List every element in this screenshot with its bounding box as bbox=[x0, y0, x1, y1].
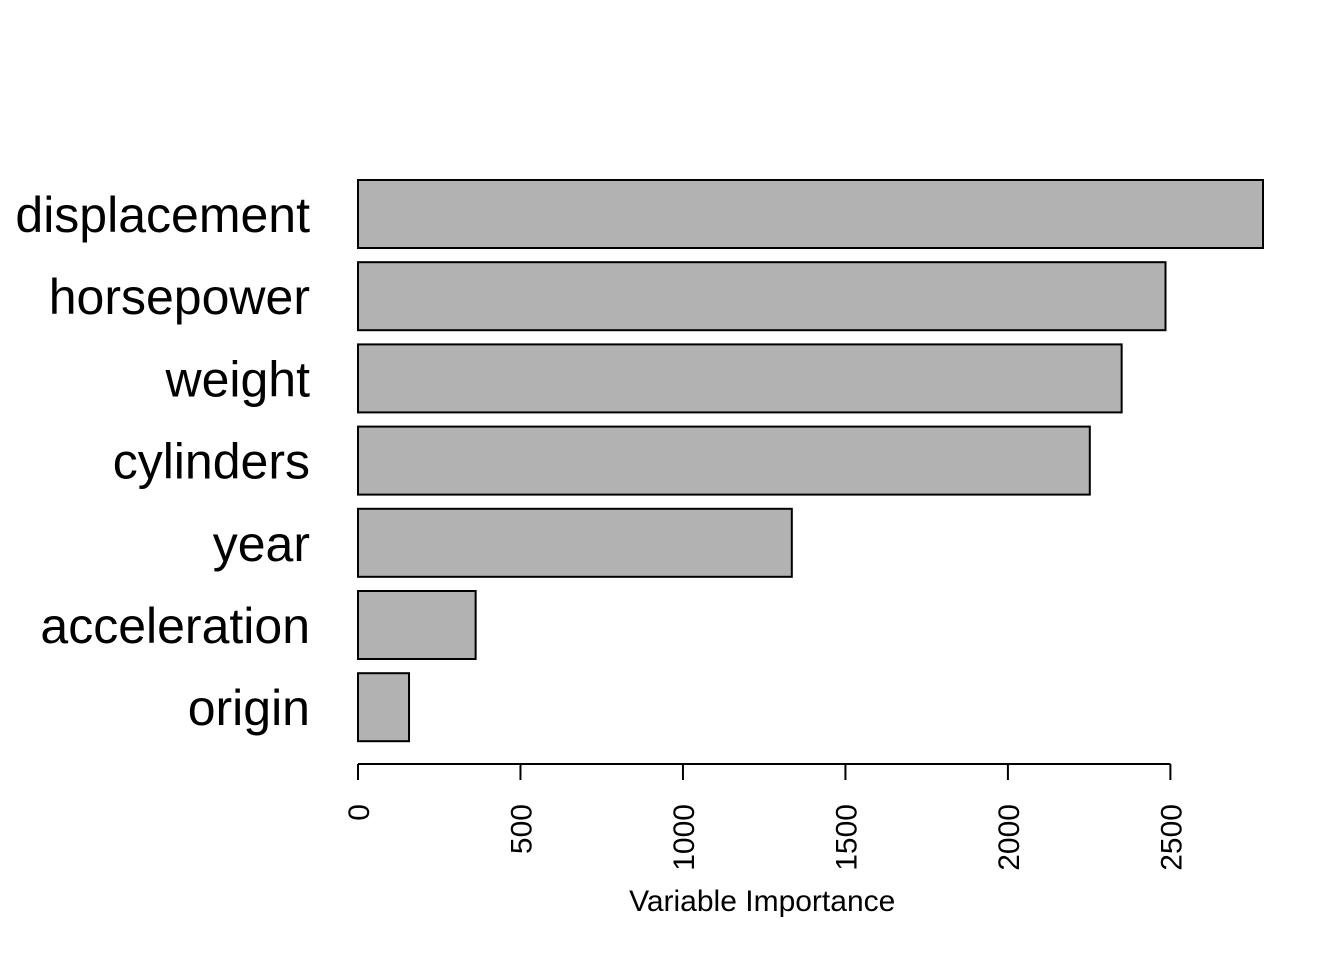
bars-group bbox=[357, 179, 1264, 743]
x-tick-label: 0 bbox=[343, 804, 376, 821]
bar-weight bbox=[357, 343, 1123, 414]
category-label-displacement: displacement bbox=[15, 187, 310, 243]
category-labels-group: displacement horsepower weight cylinders yea… bbox=[15, 187, 310, 736]
category-label-acceleration: acceleration bbox=[40, 598, 310, 654]
x-tick-label: 500 bbox=[505, 804, 538, 854]
category-label-origin: origin bbox=[188, 680, 310, 736]
x-axis-title: Variable Importance bbox=[629, 885, 895, 918]
bar-origin bbox=[357, 672, 411, 743]
bar-acceleration bbox=[357, 590, 477, 660]
bar-year bbox=[357, 507, 793, 578]
x-axis: 0 500 1000 1500 2000 2500 bbox=[343, 763, 1188, 871]
category-label-cylinders: cylinders bbox=[113, 434, 310, 490]
x-tick-label: 1500 bbox=[830, 804, 863, 871]
x-ticks-group: 0 500 1000 1500 2000 2500 bbox=[343, 764, 1188, 871]
category-label-horsepower: horsepower bbox=[49, 269, 310, 325]
bar-displacement bbox=[357, 179, 1264, 249]
x-tick-label: 2500 bbox=[1155, 804, 1188, 871]
x-tick-label: 1000 bbox=[668, 804, 701, 871]
bar-horsepower bbox=[357, 261, 1167, 332]
x-tick-label: 2000 bbox=[993, 804, 1026, 871]
category-label-year: year bbox=[213, 516, 310, 572]
category-label-weight: weight bbox=[164, 351, 310, 407]
bar-cylinders bbox=[357, 425, 1091, 496]
